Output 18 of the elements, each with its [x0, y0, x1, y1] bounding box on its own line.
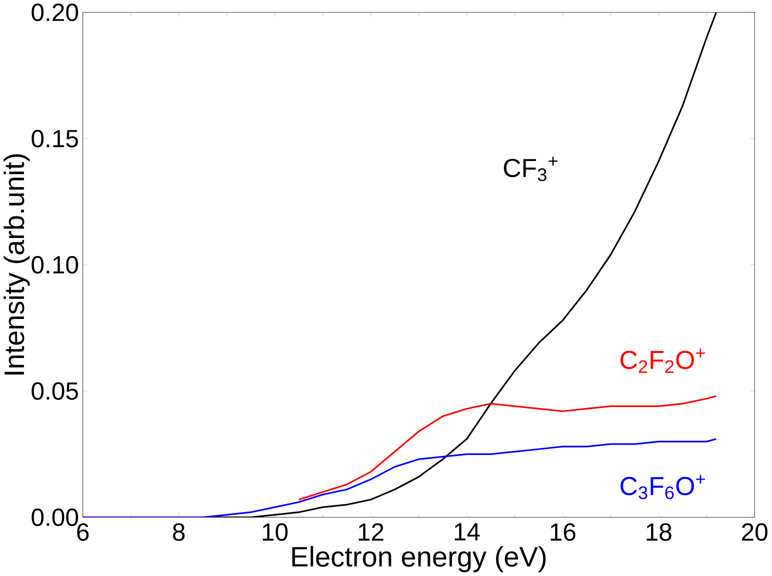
y-tick-label: 0.00: [32, 508, 78, 526]
y-tick-label: 0.15: [32, 130, 78, 148]
x-tick-label: 8: [172, 523, 185, 541]
y-tick-label: 0.10: [32, 256, 78, 274]
series-label: C$_{2}$F$_{2}$O$^{+}$: [620, 348, 705, 373]
x-tick-label: 12: [358, 523, 384, 541]
y-tick-label: 0.20: [32, 4, 78, 22]
y-tick-label: 0.05: [32, 382, 78, 400]
x-axis-title: Electron energy (eV): [292, 546, 546, 572]
y-axis-title: Intensity (arb.unit): [4, 154, 30, 375]
series-label: C$_{3}$F$_{6}$O$^{+}$: [620, 474, 705, 500]
x-tick-label: 14: [454, 523, 480, 540]
x-tick-label: 16: [550, 523, 576, 541]
x-tick-label: 10: [262, 523, 288, 541]
x-tick-label: 18: [646, 523, 672, 541]
x-tick-label: 20: [742, 523, 768, 541]
text: CF$_{3}$+: [504, 156, 558, 182]
x-tick-label: 6: [77, 523, 89, 541]
